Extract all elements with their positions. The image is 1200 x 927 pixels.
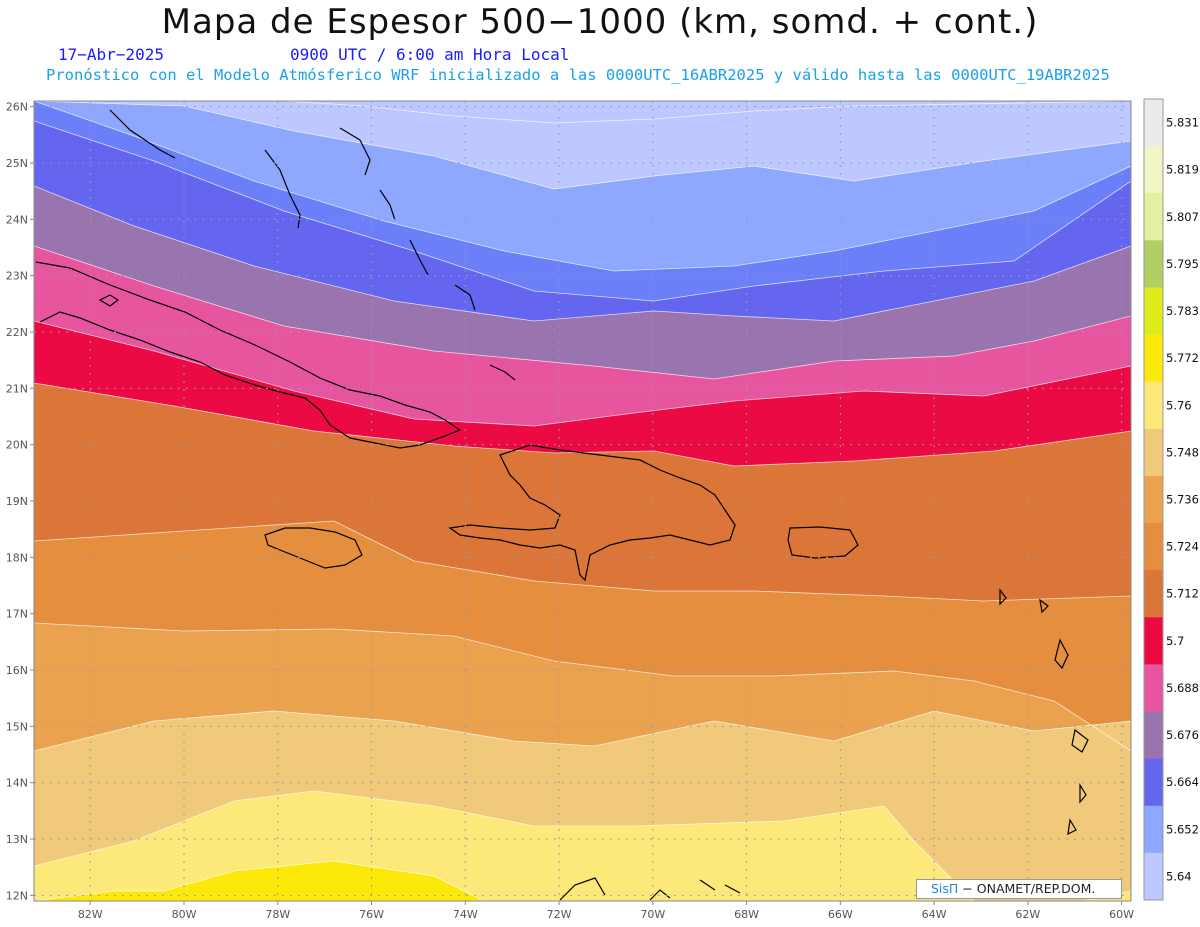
lon-tick-label: 64W [922, 908, 947, 921]
lon-tick-label: 82W [78, 908, 103, 921]
lat-tick-label: 25N [6, 157, 28, 170]
lat-tick-label: 19N [6, 495, 28, 508]
colorbar-swatch [1144, 617, 1163, 665]
thickness-bands [34, 101, 1131, 901]
lat-tick-label: 23N [6, 270, 28, 283]
colorbar-label: 5.772 [1166, 351, 1199, 365]
colorbar-label: 5.676 [1166, 728, 1199, 742]
colorbar-label: 5.795 [1166, 257, 1199, 271]
colorbar-label: 5.7 [1166, 634, 1184, 648]
contour-line [34, 710, 1131, 752]
lon-tick-label: 60W [1109, 908, 1134, 921]
colorbar: 5.831 5.819 5.807 5.795 5.783 5.772 5.76 5.748 5… [1143, 98, 1199, 901]
contour-line [34, 320, 1131, 427]
lesser-antilles-coastline [999, 588, 1089, 836]
colorbar-label: 5.652 [1166, 822, 1199, 836]
lat-tick-label: 17N [6, 608, 28, 621]
colorbar-swatch [1144, 334, 1163, 383]
puerto-rico-coastline [787, 526, 859, 559]
colorbar-label: 5.748 [1166, 445, 1199, 459]
lat-tick-label: 26N [6, 101, 28, 114]
colorbar-label: 5.831 [1166, 116, 1199, 130]
lon-tick-label: 78W [265, 908, 290, 921]
thickness-band [34, 861, 1131, 901]
colorbar-label: 5.783 [1166, 304, 1199, 318]
colorbar-swatch [1144, 570, 1163, 618]
colorbar-label: 5.64 [1166, 869, 1192, 883]
contour-line [34, 382, 1131, 467]
sispi-logo-text: SisΠ [931, 881, 959, 896]
colorbar-swatch [1144, 664, 1163, 713]
colorbar-label: 5.724 [1166, 540, 1199, 554]
lat-tick-label: 12N [6, 889, 28, 902]
lat-tick-label: 13N [6, 833, 28, 846]
colorbar-label: 5.664 [1166, 775, 1199, 789]
colorbar-swatch [1144, 193, 1163, 241]
colorbar-label: 5.736 [1166, 493, 1199, 507]
lat-tick-label: 21N [6, 382, 28, 395]
isla-juventud-coastline [98, 294, 120, 307]
colorbar-swatch [1144, 146, 1163, 194]
colorbar-label: 5.807 [1166, 210, 1199, 224]
colorbar-swatch [1144, 381, 1163, 430]
colorbar-swatch [1144, 475, 1163, 524]
latitude-labels: 26N 25N 24N 23N 22N 21N 20N 19N 18N 17N 16N 15N 14N 1… [6, 101, 34, 902]
colorbar-label: 5.712 [1166, 587, 1199, 601]
south-america-coastline [559, 877, 741, 901]
colorbar-label: 5.819 [1166, 163, 1199, 177]
contour-line [34, 622, 1131, 752]
lon-tick-label: 66W [828, 908, 853, 921]
colorbar-swatch [1144, 240, 1163, 288]
colorbar-swatch [1144, 758, 1163, 807]
jamaica-coastline [264, 527, 363, 569]
hispaniola-coastline [448, 444, 736, 582]
longitude-labels: 82W 80W 78W 76W 74W 72W 70W 68W 66W 64W 62W 60W [78, 901, 1134, 921]
lon-tick-label: 72W [547, 908, 572, 921]
contour-line [34, 101, 1131, 190]
credit-text: − ONAMET/REP.DOM. [958, 881, 1096, 896]
lat-tick-label: 16N [6, 664, 28, 677]
colorbar-swatch [1144, 852, 1163, 901]
lat-tick-label: 22N [6, 326, 28, 339]
thickness-band-top [34, 101, 1131, 123]
lon-tick-label: 74W [453, 908, 478, 921]
lat-tick-label: 14N [6, 777, 28, 790]
colorbar-swatch [1144, 428, 1163, 477]
colorbar-label: 5.688 [1166, 681, 1199, 695]
lon-tick-label: 76W [359, 908, 384, 921]
contour-line [34, 245, 1131, 380]
lat-tick-label: 18N [6, 551, 28, 564]
contour-line [34, 101, 1131, 124]
lon-tick-label: 62W [1015, 908, 1040, 921]
colorbar-swatch [1144, 99, 1163, 147]
lon-tick-label: 68W [734, 908, 759, 921]
lon-tick-label: 70W [640, 908, 665, 921]
bahamas-coastline [109, 109, 516, 381]
contour-line [34, 790, 1131, 901]
contour-line [34, 101, 1131, 272]
lon-tick-label: 80W [172, 908, 197, 921]
contour-line [34, 120, 1131, 302]
forecast-info: Pronóstico con el Modelo Atmósferico WRF… [46, 66, 1110, 84]
valid-time: 0900 UTC / 6:00 am Hora Local [290, 45, 570, 64]
map-title: Mapa de Espesor 500−1000 (km, somd. + co… [161, 2, 1039, 42]
colorbar-swatch [1144, 523, 1163, 571]
valid-date: 17−Abr−2025 [58, 45, 164, 64]
lat-tick-label: 15N [6, 720, 28, 733]
colorbar-swatch [1144, 287, 1163, 336]
colorbar-label: 5.76 [1166, 398, 1192, 412]
lat-tick-label: 24N [6, 213, 28, 226]
colorbar-frame [1143, 98, 1164, 901]
colorbar-swatch [1144, 711, 1163, 760]
graticule [34, 101, 1131, 901]
lat-tick-label: 20N [6, 439, 28, 452]
colorbar-swatch [1144, 805, 1163, 854]
contour-line [34, 185, 1131, 322]
map-plot-area [34, 101, 1131, 901]
contour-line [34, 860, 485, 901]
credit-box: SisΠ − ONAMET/REP.DOM. [916, 879, 1122, 899]
